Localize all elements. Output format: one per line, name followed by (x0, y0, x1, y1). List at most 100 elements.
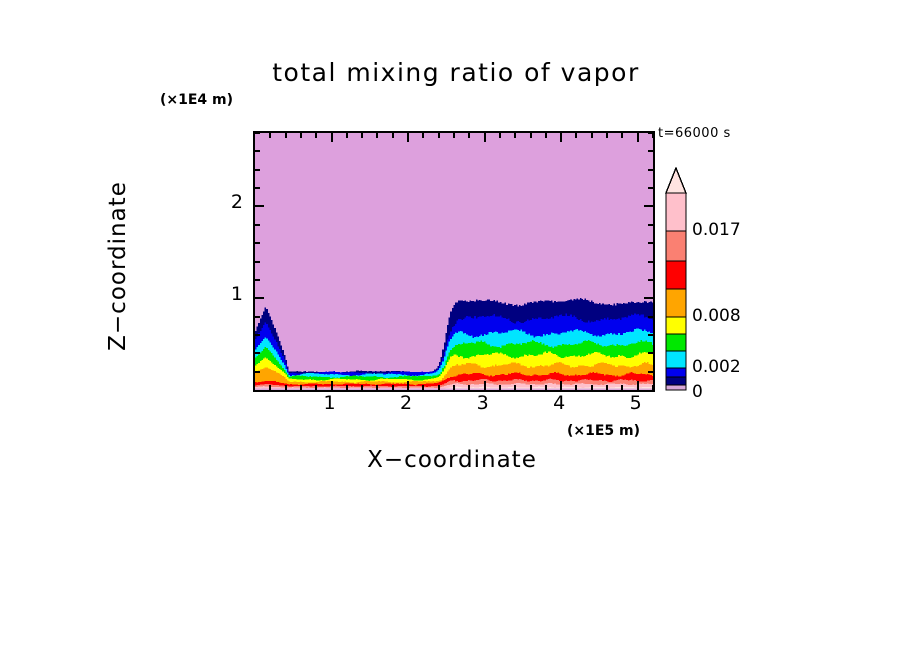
x-tick-label: 3 (476, 392, 489, 414)
tick-mark (648, 150, 653, 153)
tick-mark (284, 133, 287, 138)
tick-mark (330, 381, 333, 390)
x-tick-label: 5 (629, 392, 642, 414)
x-axis-unit-label: (×1E5 m) (567, 423, 641, 439)
colorbar-band (665, 316, 687, 335)
tick-mark (560, 381, 563, 390)
tick-mark (544, 385, 547, 390)
colorbar-tick-label: 0.008 (692, 306, 741, 326)
tick-mark (376, 385, 379, 390)
tick-mark (648, 242, 653, 245)
tick-mark (648, 223, 653, 226)
tick-mark (648, 333, 653, 336)
tick-mark (391, 133, 394, 138)
tick-mark (299, 385, 302, 390)
tick-mark (652, 133, 653, 138)
tick-mark (483, 133, 486, 142)
tick-mark (648, 133, 653, 134)
tick-mark (255, 260, 260, 263)
tick-mark (648, 260, 653, 263)
tick-mark (514, 385, 517, 390)
tick-mark (407, 381, 410, 390)
z-axis-title: Z−coordinate (105, 181, 131, 351)
tick-mark (590, 133, 593, 138)
tick-mark (330, 133, 333, 142)
tick-mark (255, 168, 260, 171)
tick-mark (529, 385, 532, 390)
tick-mark (652, 385, 653, 390)
contour-field (255, 133, 653, 390)
tick-mark (255, 370, 260, 373)
tick-mark (644, 205, 653, 208)
colorbar-band (665, 367, 687, 378)
colorbar-tick-label: 0 (692, 382, 703, 402)
tick-mark (437, 385, 440, 390)
z-axis-unit-label: (×1E4 m) (160, 92, 234, 108)
plot-area (253, 131, 655, 392)
colorbar-band (665, 230, 687, 262)
tick-mark (590, 385, 593, 390)
colorbar-band (665, 384, 687, 391)
tick-mark (255, 352, 260, 355)
tick-mark (255, 278, 260, 281)
tick-mark (255, 187, 260, 190)
tick-mark (453, 133, 455, 138)
tick-mark (648, 315, 653, 318)
x-axis-title: X−coordinate (367, 447, 537, 473)
tick-mark (299, 133, 302, 138)
time-annotation: t=66000 s (658, 126, 731, 141)
tick-mark (648, 352, 653, 355)
tick-mark (498, 133, 501, 138)
tick-mark (621, 385, 624, 390)
tick-mark (514, 133, 517, 138)
tick-mark (468, 133, 471, 138)
z-tick-label: 1 (230, 283, 243, 306)
tick-mark (575, 133, 578, 138)
x-tick-label: 4 (553, 392, 566, 414)
tick-mark (255, 133, 260, 134)
tick-mark (255, 242, 260, 245)
tick-mark (636, 381, 639, 390)
tick-mark (560, 133, 563, 142)
tick-mark (345, 133, 348, 138)
tick-mark (255, 223, 260, 226)
tick-mark (575, 385, 578, 390)
tick-mark (468, 385, 471, 390)
tick-mark (255, 333, 260, 336)
colorbar-swatches (664, 167, 688, 391)
tick-mark (644, 297, 653, 300)
tick-mark (255, 297, 264, 300)
x-tick-label: 2 (400, 392, 413, 414)
colorbar-tick-label: 0.017 (692, 220, 741, 240)
colorbar-band (665, 376, 687, 386)
tick-mark (255, 150, 260, 153)
page-title: total mixing ratio of vapor (272, 58, 640, 87)
tick-mark (361, 385, 364, 390)
tick-mark (315, 133, 318, 138)
tick-mark (422, 385, 425, 390)
tick-mark (284, 385, 287, 390)
colorbar-tick-label: 0.002 (692, 357, 741, 377)
colorbar (664, 167, 690, 395)
tick-mark (391, 385, 394, 390)
tick-mark (648, 278, 653, 281)
tick-mark (544, 133, 547, 138)
tick-mark (315, 385, 318, 390)
tick-mark (269, 133, 272, 138)
tick-mark (255, 315, 260, 318)
colorbar-band (665, 260, 687, 290)
tick-mark (498, 385, 501, 390)
colorbar-band (665, 288, 687, 318)
tick-mark (648, 370, 653, 373)
tick-mark (345, 385, 348, 390)
colorbar-band (665, 192, 687, 232)
tick-mark (529, 133, 532, 138)
tick-mark (453, 385, 455, 390)
tick-mark (422, 133, 425, 138)
tick-mark (376, 133, 379, 138)
tick-mark (361, 133, 364, 138)
tick-mark (606, 385, 609, 390)
colorbar-band (665, 333, 687, 352)
tick-mark (437, 133, 440, 138)
tick-mark (269, 385, 272, 390)
